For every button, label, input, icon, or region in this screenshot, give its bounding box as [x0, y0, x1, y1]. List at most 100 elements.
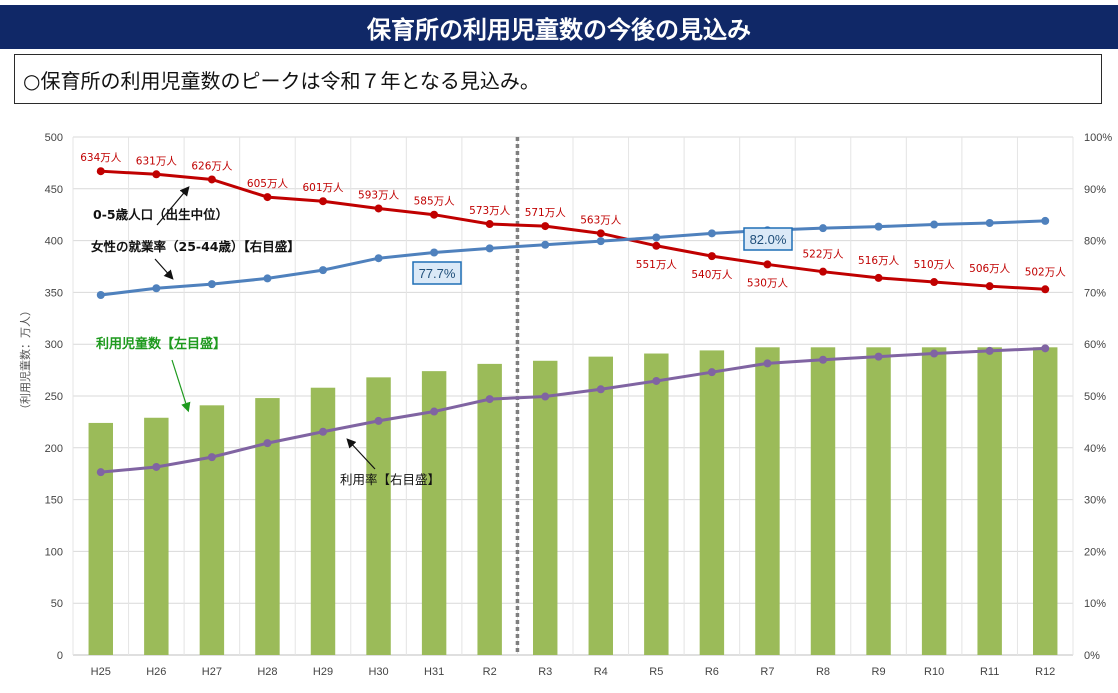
population-data-label: 551万人 [636, 259, 678, 271]
y-right-tick-label: 50% [1084, 391, 1106, 403]
usage-point [96, 468, 105, 477]
population-point [930, 278, 939, 287]
x-tick-label: R2 [483, 666, 497, 678]
y-left-tick-label: 50 [51, 598, 63, 610]
x-tick-label: R7 [760, 666, 774, 678]
bar-children [533, 360, 558, 655]
bar-children [1033, 347, 1058, 655]
x-tick-label: H26 [146, 666, 166, 678]
x-tick-label: R5 [649, 666, 663, 678]
y-left-tick-label: 500 [45, 132, 63, 144]
employment-point [319, 266, 327, 275]
employment-point [207, 280, 216, 289]
population-point [985, 282, 994, 291]
bar-children [810, 347, 836, 655]
employment-point [430, 248, 439, 257]
usage-point [485, 395, 494, 404]
employment-point [96, 290, 105, 299]
usage-point [596, 385, 605, 394]
usage-point [874, 352, 883, 361]
y-right-tick-label: 80% [1084, 236, 1106, 248]
usage-point [374, 416, 383, 425]
bar-children [755, 347, 780, 655]
population-point [207, 175, 216, 184]
x-tick-label: R8 [816, 666, 830, 678]
x-tick-label: H28 [257, 666, 277, 678]
y-left-tick-label: 300 [45, 339, 63, 351]
y-right-tick-label: 20% [1084, 546, 1106, 558]
population-arrow [156, 186, 190, 226]
employment-point [541, 240, 550, 249]
employment-point [652, 233, 661, 242]
y-right-tick-label: 40% [1084, 443, 1106, 455]
employment-point [152, 284, 161, 293]
usage-point [263, 439, 272, 448]
population-data-label: 516万人 [858, 255, 900, 267]
population-data-label: 502万人 [1025, 266, 1067, 278]
y-left-tick-label: 100 [45, 546, 63, 558]
y-right-tick-label: 90% [1084, 184, 1106, 196]
x-tick-label: R10 [924, 666, 944, 678]
population-data-label: 506万人 [969, 263, 1011, 275]
population-point [430, 210, 439, 219]
y-left-axis-label: （利用児童数：万人） [18, 305, 32, 415]
usage-annotation: 利用率【右目盛】 [340, 472, 440, 487]
y-left-tick-label: 450 [45, 184, 63, 196]
employment-point [819, 224, 827, 233]
employment-point [930, 220, 939, 229]
y-left-tick-label: 150 [45, 495, 63, 507]
population-point [541, 222, 550, 231]
employment-point [374, 254, 383, 263]
usage-point [430, 407, 439, 416]
x-tick-label: R6 [705, 666, 719, 678]
employment-annotation: 女性の就業率（25-44歳）【右目盛】 [91, 239, 300, 254]
usage-arrow [346, 438, 376, 470]
usage-point [763, 359, 772, 368]
population-point [652, 241, 661, 250]
bar-children [88, 422, 113, 655]
x-tick-label: R11 [980, 666, 999, 678]
population-data-label: 563万人 [580, 214, 622, 226]
employment-point [596, 237, 605, 246]
employment-point [874, 222, 883, 231]
usage-point [819, 355, 827, 364]
bar-children [421, 371, 447, 655]
population-point [763, 260, 772, 269]
population-line [100, 169, 1046, 291]
employment-point [707, 229, 716, 238]
population-data-label: 540万人 [691, 269, 733, 281]
y-right-tick-label: 0% [1084, 650, 1100, 662]
population-data-label: 601万人 [302, 182, 344, 194]
page-title: 保育所の利用児童数の今後の見込み [0, 5, 1118, 49]
usage-point [1041, 344, 1050, 353]
x-tick-label: H30 [368, 666, 388, 678]
usage-point [707, 368, 716, 377]
employment-box-1 [412, 261, 462, 285]
population-point [819, 267, 827, 276]
usage-point [930, 349, 939, 358]
summary-text: ○保育所の利用児童数のピークは令和７年となる見込み。 [23, 68, 540, 93]
population-data-label: 626万人 [191, 160, 233, 172]
population-data-label: 522万人 [802, 249, 844, 261]
employment-point [263, 274, 272, 283]
bar-children [699, 350, 725, 655]
employment-arrow [154, 258, 174, 280]
population-point [1041, 285, 1050, 294]
summary-box: ○保育所の利用児童数のピークは令和７年となる見込み。 [14, 54, 1102, 104]
employment-box-2 [743, 227, 793, 251]
x-tick-label: R3 [538, 666, 552, 678]
x-tick-label: R4 [594, 666, 608, 678]
x-tick-label: R9 [872, 666, 886, 678]
population-annotation: 0-5歳人口（出生中位） [93, 207, 228, 222]
population-data-label: 585万人 [414, 196, 456, 208]
usage-point [152, 462, 161, 471]
y-left-tick-label: 200 [45, 443, 63, 455]
usage-point [319, 427, 327, 436]
bar-children [255, 398, 280, 655]
population-point [96, 167, 105, 176]
bar-children [921, 347, 947, 655]
usage-point [985, 346, 994, 355]
population-point [707, 252, 716, 261]
bar-children [644, 353, 669, 655]
